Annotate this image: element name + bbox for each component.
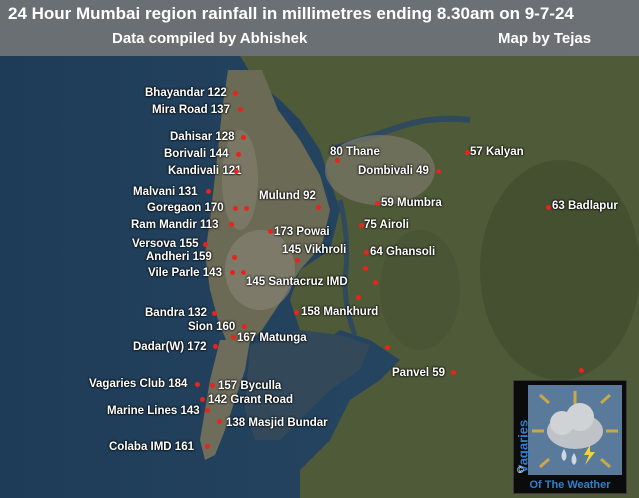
station-marker	[202, 241, 208, 247]
harbour	[245, 330, 370, 440]
station-label-badlapur: 63 Badlapur	[552, 200, 618, 212]
station-label-airoli: 75 Airoli	[364, 219, 409, 231]
station-label-bandra: Bandra 132	[145, 307, 208, 319]
station-marker	[362, 265, 368, 271]
station-marker	[241, 323, 247, 329]
station-marker	[232, 90, 238, 96]
station-marker	[450, 369, 456, 375]
station-label-versova: Versova 155	[132, 238, 199, 250]
station-marker	[267, 228, 273, 234]
station-marker	[243, 205, 249, 211]
station-label-colaba: Colaba IMD 161	[109, 441, 194, 453]
station-marker	[194, 381, 200, 387]
station-marker	[363, 249, 369, 255]
station-marker	[384, 344, 390, 350]
station-marker	[294, 257, 300, 263]
station-label-kandivali: Kandivali 121	[168, 165, 242, 177]
data-credit: Data compiled by Abhishek	[112, 30, 308, 47]
station-marker	[232, 205, 238, 211]
station-marker	[229, 269, 235, 275]
station-label-mira-road: Mira Road 137	[152, 104, 230, 116]
station-marker	[237, 106, 243, 112]
station-marker	[212, 343, 218, 349]
station-label-byculla: 157 Byculla	[218, 380, 282, 392]
station-label-mankhurd: 158 Mankhurd	[301, 306, 379, 318]
title-bar: 24 Hour Mumbai region rainfall in millim…	[0, 0, 639, 56]
station-label-vikhroli: 145 Vikhroli	[282, 244, 347, 256]
station-marker	[216, 418, 222, 424]
station-marker	[545, 204, 551, 210]
station-marker	[358, 222, 364, 228]
vagaries-logo: Vagaries Of The Weather ©	[513, 380, 627, 494]
station-label-mumbra: 59 Mumbra	[381, 197, 442, 209]
map-title: 24 Hour Mumbai region rainfall in millim…	[8, 4, 574, 23]
station-label-masjid-bundar: 138 Masjid Bundar	[226, 417, 328, 429]
cloud-rain-lightning-icon	[528, 385, 622, 475]
station-marker	[228, 221, 234, 227]
station-label-marine-lines: Marine Lines 143	[107, 405, 200, 417]
station-marker	[464, 149, 470, 155]
station-marker	[204, 443, 210, 449]
station-marker	[315, 204, 321, 210]
station-label-grant-road: 142 Grant Road	[208, 394, 293, 406]
peninsula	[200, 340, 250, 460]
station-label-borivali: Borivali 144	[164, 148, 229, 160]
station-label-matunga: 167 Matunga	[237, 332, 307, 344]
station-marker	[240, 134, 246, 140]
station-marker	[372, 279, 378, 285]
logo-bottom-text: Of The Weather	[529, 479, 611, 491]
station-label-vagaries-club: Vagaries Club 184	[89, 378, 188, 390]
station-marker	[293, 309, 299, 315]
station-label-kalyan: 57 Kalyan	[470, 146, 524, 158]
map-credit: Map by Tejas	[498, 30, 592, 47]
station-marker	[209, 382, 215, 388]
station-marker	[240, 269, 246, 275]
station-label-ghansoli: 64 Ghansoli	[370, 246, 436, 258]
station-label-bhayandar: Bhayandar 122	[145, 87, 227, 99]
station-label-sion: Sion 160	[188, 321, 236, 333]
station-marker	[204, 407, 210, 413]
station-marker	[435, 168, 441, 174]
station-marker	[334, 157, 340, 163]
station-label-santacruz: 145 Santacruz IMD	[246, 276, 348, 288]
station-marker	[355, 294, 361, 300]
copyright-symbol: ©	[517, 465, 524, 475]
station-label-andheri: Andheri 159	[146, 251, 212, 263]
station-label-panvel: Panvel 59	[392, 367, 446, 379]
creek	[337, 199, 358, 336]
station-label-vile-parle: Vile Parle 143	[148, 267, 222, 279]
station-label-dombivali: Dombivali 49	[358, 165, 429, 177]
station-marker	[230, 334, 236, 340]
station-marker	[231, 254, 237, 260]
station-marker	[578, 367, 584, 373]
station-label-ram-mandir: Ram Mandir 113	[131, 219, 219, 231]
station-marker	[233, 168, 239, 174]
station-label-goregaon: Goregaon 170	[147, 202, 224, 214]
station-label-mulund: Mulund 92	[259, 190, 316, 202]
station-marker	[374, 200, 380, 206]
station-marker	[235, 151, 241, 157]
station-marker	[211, 310, 217, 316]
station-label-powai: 173 Powai	[274, 226, 330, 238]
station-label-dahisar: Dahisar 128	[170, 131, 235, 143]
station-label-dadar: Dadar(W) 172	[133, 341, 207, 353]
station-label-malvani: Malvani 131	[133, 186, 198, 198]
station-marker	[205, 188, 211, 194]
station-label-thane: 80 Thane	[330, 146, 380, 158]
station-marker	[199, 396, 205, 402]
